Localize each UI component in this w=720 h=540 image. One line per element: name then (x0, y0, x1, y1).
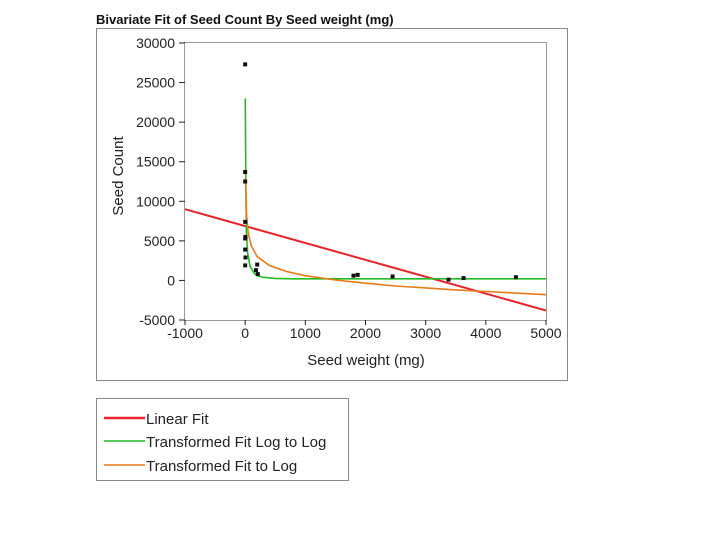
legend: Linear Fit Transformed Fit Log to Log Tr… (104, 411, 326, 475)
y-tick-label: 30000 (136, 35, 175, 51)
x-tick-label: 1000 (290, 325, 321, 341)
data-point (243, 170, 248, 175)
data-point (390, 274, 395, 279)
legend-label-log-to-log: Transformed Fit Log to Log (146, 434, 326, 451)
data-point (355, 272, 360, 277)
x-tick-label: 5000 (530, 325, 561, 341)
x-tick-label: 4000 (470, 325, 501, 341)
legend-label-fit-to-log: Transformed Fit to Log (146, 458, 297, 475)
data-point (243, 62, 248, 67)
y-tick-label: 20000 (136, 114, 175, 130)
chart-title: Bivariate Fit of Seed Count By Seed weig… (96, 12, 394, 27)
plot-panel-frame (96, 28, 568, 381)
data-point (243, 263, 248, 268)
data-point (255, 262, 260, 267)
y-tick-label: 0 (167, 272, 175, 288)
data-point (243, 247, 248, 252)
y-tick-label: 10000 (136, 193, 175, 209)
y-axis-label: Seed Count (110, 136, 127, 216)
data-point (243, 255, 248, 260)
y-tick-label: 5000 (144, 233, 175, 249)
y-tick-label: 15000 (136, 154, 175, 170)
data-point (253, 268, 258, 273)
axes: -5000050001000015000200002500030000-1000… (136, 35, 562, 341)
x-axis-label: Seed weight (mg) (307, 352, 425, 369)
data-point (446, 277, 451, 282)
legend-label-linear-fit: Linear Fit (146, 411, 209, 428)
data-point (461, 276, 466, 281)
data-point (243, 219, 248, 224)
y-tick-label: -5000 (139, 312, 175, 328)
linear-fit-line (185, 208, 546, 312)
x-tick-label: 2000 (350, 325, 381, 341)
x-tick-label: -1000 (167, 325, 203, 341)
fit-to-log-line (244, 177, 546, 296)
data-points (243, 62, 518, 282)
data-point (513, 275, 518, 280)
data-point (255, 272, 260, 277)
y-tick-label: 25000 (136, 75, 175, 91)
x-tick-label: 3000 (410, 325, 441, 341)
x-tick-label: 0 (241, 325, 249, 341)
data-point (243, 179, 248, 184)
legend-frame (96, 398, 349, 481)
log-to-log-fit-line (244, 98, 546, 280)
fit-lines (185, 98, 546, 312)
data-point (351, 273, 356, 278)
data-point (243, 236, 248, 241)
